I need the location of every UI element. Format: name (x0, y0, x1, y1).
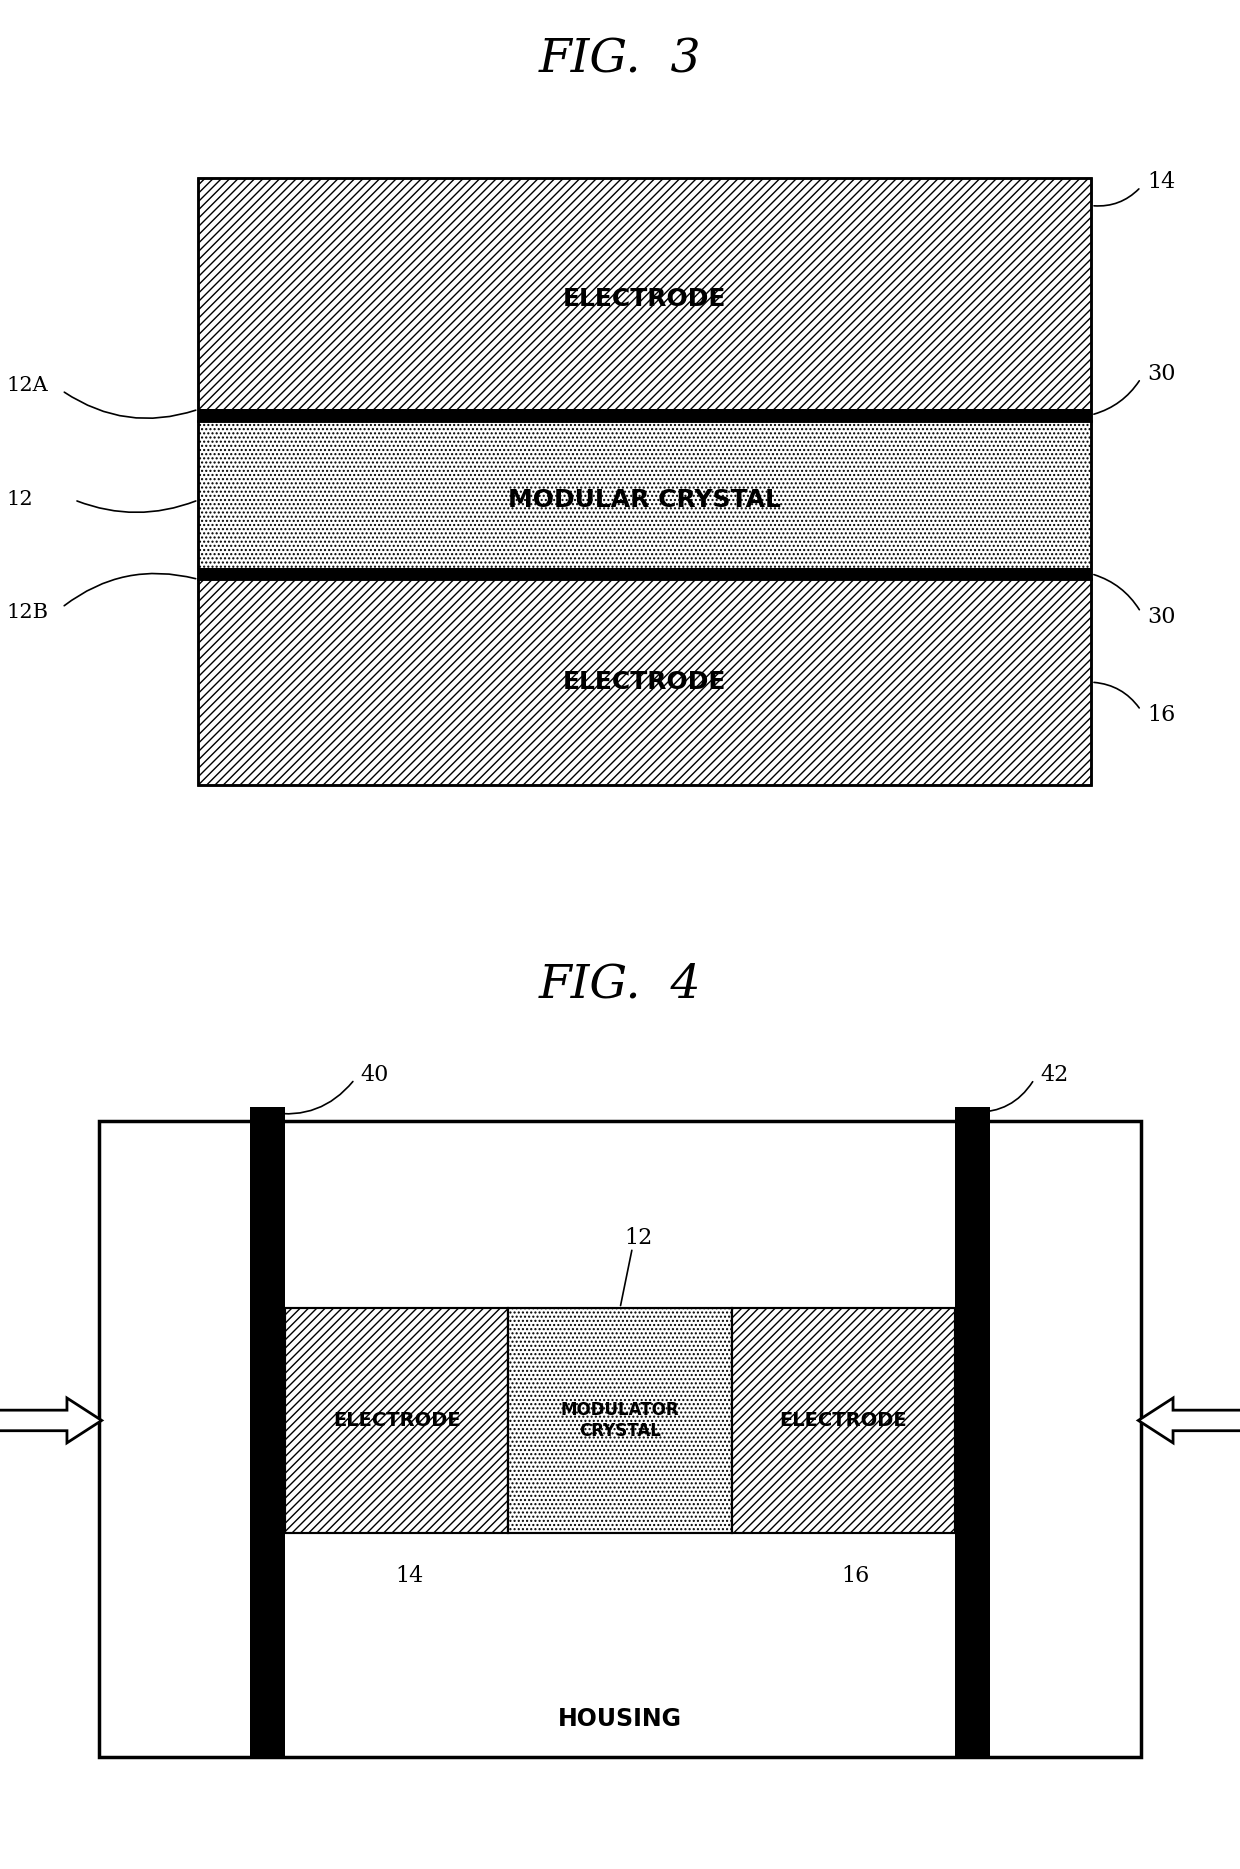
Bar (285, 1308, 508, 1533)
Text: MODULAR CRYSTAL: MODULAR CRYSTAL (508, 488, 781, 512)
Text: FIG.  3: FIG. 3 (538, 37, 702, 82)
Bar (732, 1308, 955, 1533)
Polygon shape (0, 1398, 102, 1443)
Bar (250, 1121, 285, 1757)
Bar (508, 1308, 732, 1533)
Bar (250, 1106, 285, 1533)
Text: MODULATOR
CRYSTAL: MODULATOR CRYSTAL (560, 1402, 680, 1439)
Text: 16: 16 (1147, 705, 1176, 725)
Bar (198, 409, 1091, 421)
Text: 12: 12 (625, 1228, 652, 1248)
Text: 14: 14 (396, 1566, 423, 1587)
Bar (198, 421, 1091, 579)
Text: FIG.  4: FIG. 4 (538, 963, 702, 1007)
Bar (198, 178, 1091, 421)
Text: ELECTRODE: ELECTRODE (334, 1411, 460, 1430)
Bar (285, 1308, 508, 1533)
Bar (198, 579, 1091, 785)
Text: 12: 12 (6, 490, 32, 510)
Text: ELECTRODE: ELECTRODE (780, 1411, 906, 1430)
Polygon shape (1138, 1398, 1240, 1443)
Bar (198, 178, 1091, 421)
Text: 30: 30 (1147, 363, 1176, 385)
Text: 14: 14 (1147, 172, 1176, 193)
Text: ELECTRODE: ELECTRODE (563, 288, 727, 310)
Bar (99, 1121, 1141, 1757)
Bar (508, 1308, 732, 1533)
Bar (198, 421, 1091, 579)
Text: 12A: 12A (6, 376, 48, 396)
Bar (955, 1106, 990, 1533)
Text: 16: 16 (842, 1566, 869, 1587)
Text: ELECTRODE: ELECTRODE (563, 671, 727, 693)
Text: 42: 42 (1040, 1063, 1069, 1086)
Bar (732, 1308, 955, 1533)
Text: 40: 40 (361, 1063, 389, 1086)
Bar (955, 1121, 990, 1757)
Bar (198, 579, 1091, 785)
Bar (198, 568, 1091, 579)
Text: 30: 30 (1147, 606, 1176, 628)
Text: HOUSING: HOUSING (558, 1708, 682, 1731)
Text: 12B: 12B (6, 602, 48, 622)
